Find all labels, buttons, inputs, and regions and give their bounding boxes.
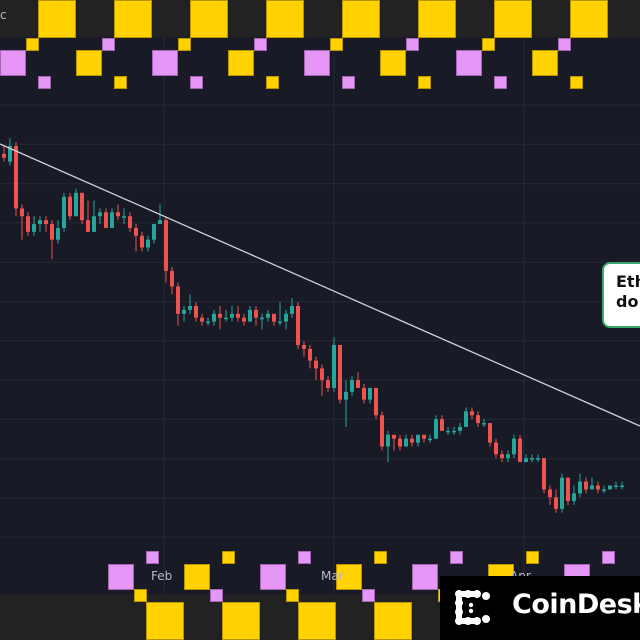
decorative-square (494, 0, 532, 38)
decorative-square (190, 76, 203, 89)
decorative-square (102, 38, 115, 51)
decorative-square (336, 564, 362, 590)
decorative-square (450, 551, 463, 564)
callout-line-2: do (616, 292, 639, 311)
decorative-square (210, 589, 223, 602)
decorative-square (558, 38, 571, 51)
brand-name: CoinDesk (512, 589, 640, 620)
x-tick-mar: Mar (321, 569, 344, 583)
x-tick-feb: Feb (151, 569, 173, 583)
decorative-square (114, 0, 152, 38)
decorative-square (602, 551, 615, 564)
decorative-square (0, 50, 26, 76)
candles (2, 138, 624, 513)
decorative-square (184, 564, 210, 590)
decorative-square (532, 50, 558, 76)
decorative-square (76, 50, 102, 76)
decorative-square (146, 551, 159, 564)
decorative-square (38, 76, 51, 89)
decorative-square (228, 50, 254, 76)
decorative-square (222, 602, 260, 640)
top-decorative-band (0, 0, 640, 37)
decorative-square (260, 564, 286, 590)
decorative-square (304, 50, 330, 76)
decorative-square (298, 602, 336, 640)
trendline (0, 143, 640, 427)
coindesk-mark-icon (455, 590, 490, 625)
decorative-square (342, 0, 380, 38)
decorative-square (298, 551, 311, 564)
decorative-square (362, 589, 375, 602)
annotation-callout: Eth do (602, 262, 640, 328)
chart-area (0, 37, 640, 594)
decorative-square (526, 551, 539, 564)
decorative-square (418, 0, 456, 38)
decorative-square (114, 76, 127, 89)
decorative-square (152, 50, 178, 76)
decorative-square (418, 76, 431, 89)
decorative-square (374, 602, 412, 640)
decorative-square (38, 0, 76, 38)
decorative-square (570, 76, 583, 89)
coindesk-logo: CoinDesk (440, 576, 640, 640)
decorative-square (342, 76, 355, 89)
decorative-square (406, 38, 419, 51)
decorative-square (482, 38, 495, 51)
decorative-square (266, 0, 304, 38)
decorative-square (456, 50, 482, 76)
decorative-square (286, 589, 299, 602)
grid-lines (0, 37, 640, 594)
callout-line-1: Eth (616, 272, 640, 291)
decorative-square (494, 76, 507, 89)
decorative-square (374, 551, 387, 564)
decorative-square (412, 564, 438, 590)
decorative-square (134, 589, 147, 602)
decorative-square (26, 38, 39, 51)
decorative-square (108, 564, 134, 590)
decorative-square (266, 76, 279, 89)
decorative-square (178, 38, 191, 51)
decorative-square (380, 50, 406, 76)
decorative-square (146, 602, 184, 640)
decorative-square (330, 38, 343, 51)
decorative-square (570, 0, 608, 38)
decorative-square (222, 551, 235, 564)
decorative-square (190, 0, 228, 38)
edge-label: c (0, 8, 7, 22)
decorative-square (254, 38, 267, 51)
